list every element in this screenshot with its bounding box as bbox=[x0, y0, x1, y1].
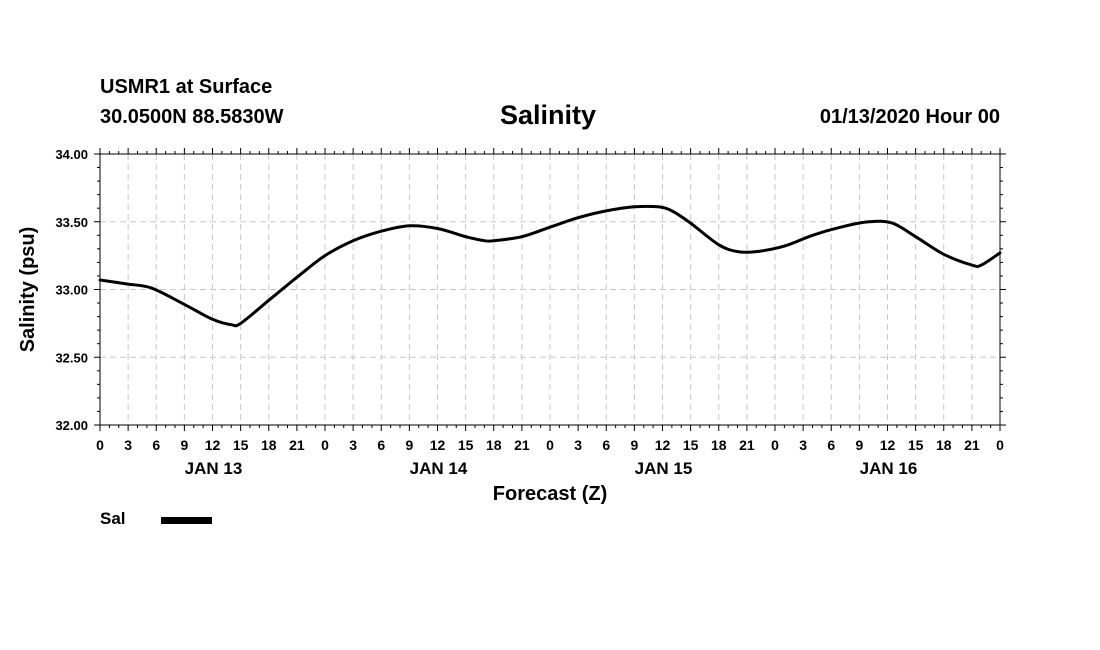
x-tick-label: 0 bbox=[321, 437, 329, 453]
grid-lines bbox=[100, 154, 1000, 425]
x-tick-label: 12 bbox=[205, 437, 221, 453]
axis-labels: 32.00 32.50 33.00 33.50 34.00 0 3 6 9 12 15 18 21 0 3 6… bbox=[55, 147, 1004, 478]
y-tick-label: 32.00 bbox=[55, 418, 88, 433]
x-tick-label: 12 bbox=[430, 437, 446, 453]
x-tick-label: 3 bbox=[799, 437, 807, 453]
day-label: JAN 14 bbox=[410, 459, 468, 478]
x-axis-title: Forecast (Z) bbox=[493, 483, 607, 505]
x-tick-label: 3 bbox=[124, 437, 132, 453]
x-tick-label: 15 bbox=[458, 437, 474, 453]
x-tick-label: 9 bbox=[855, 437, 863, 453]
x-tick-label: 21 bbox=[739, 437, 755, 453]
x-tick-label: 15 bbox=[233, 437, 249, 453]
y-tick-label: 34.00 bbox=[55, 147, 88, 162]
station-coordinates: 30.0500N 88.5830W bbox=[100, 106, 284, 128]
x-tick-label: 21 bbox=[964, 437, 980, 453]
legend-swatch bbox=[161, 517, 212, 524]
x-tick-label: 9 bbox=[630, 437, 638, 453]
chart-title: Salinity bbox=[500, 100, 597, 130]
y-tick-label: 32.50 bbox=[55, 350, 88, 365]
axis-ticks bbox=[94, 148, 1006, 431]
x-tick-label: 6 bbox=[602, 437, 610, 453]
x-tick-label: 0 bbox=[546, 437, 554, 453]
x-tick-label: 3 bbox=[349, 437, 357, 453]
x-tick-label: 9 bbox=[405, 437, 413, 453]
y-tick-label: 33.50 bbox=[55, 215, 88, 230]
x-tick-label: 21 bbox=[289, 437, 305, 453]
day-label: JAN 13 bbox=[185, 459, 243, 478]
x-tick-label: 12 bbox=[655, 437, 671, 453]
x-tick-label: 15 bbox=[683, 437, 699, 453]
x-tick-label: 18 bbox=[711, 437, 727, 453]
y-axis-title: Salinity (psu) bbox=[17, 227, 39, 353]
x-tick-label: 6 bbox=[152, 437, 160, 453]
x-tick-label: 12 bbox=[880, 437, 896, 453]
x-tick-label: 0 bbox=[96, 437, 104, 453]
data-series bbox=[98, 204, 1002, 328]
series-line-sal bbox=[98, 204, 1002, 328]
y-tick-label: 33.00 bbox=[55, 283, 88, 298]
x-tick-label: 21 bbox=[514, 437, 530, 453]
x-tick-label: 6 bbox=[377, 437, 385, 453]
x-tick-label: 9 bbox=[180, 437, 188, 453]
day-label: JAN 15 bbox=[635, 459, 693, 478]
x-tick-label: 3 bbox=[574, 437, 582, 453]
x-tick-label: 0 bbox=[771, 437, 779, 453]
forecast-timestamp: 01/13/2020 Hour 00 bbox=[819, 106, 1000, 128]
x-tick-label: 18 bbox=[261, 437, 277, 453]
station-label: USMR1 at Surface bbox=[100, 76, 273, 98]
x-tick-label: 15 bbox=[908, 437, 924, 453]
x-tick-label: 0 bbox=[996, 437, 1004, 453]
x-tick-label: 6 bbox=[827, 437, 835, 453]
day-label: JAN 16 bbox=[860, 459, 918, 478]
x-tick-label: 18 bbox=[936, 437, 952, 453]
legend-label: Sal bbox=[100, 509, 126, 528]
x-tick-label: 18 bbox=[486, 437, 502, 453]
